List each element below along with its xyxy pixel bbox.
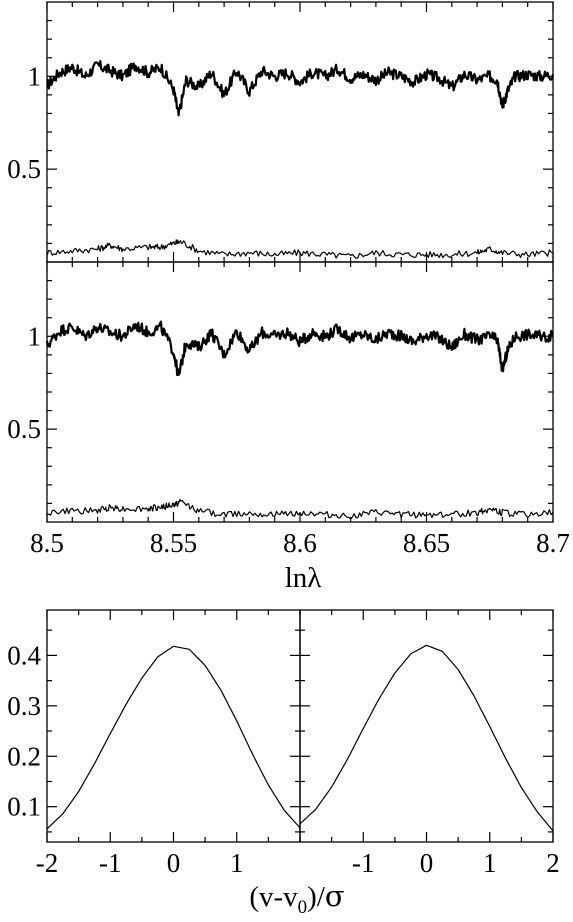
bottom-left-y-tick-label: 0.3 — [7, 691, 41, 721]
middle-spectrum-x-tick-label: 8.5 — [30, 528, 64, 558]
bottom-right-frame — [299, 609, 554, 843]
middle-spectrum-tick-labels: 8.5 8.55 8.6 8.65 8.7 0.5 1 — [7, 321, 570, 558]
middle-spectrum-x-tick-label: 8.6 — [283, 528, 317, 558]
bottom-left-panel: -2 -1 0 1 0.1 0.2 0.3 0.4 — [7, 609, 301, 878]
top-spectrum-series — [46, 60, 555, 259]
middle-spectrum-series — [45, 320, 554, 520]
bottom-right-tick-labels: -1 0 1 2 — [352, 848, 560, 878]
bottom-left-x-tick-label: 1 — [230, 848, 244, 878]
bottom-right-x-tick-label: 0 — [420, 848, 434, 878]
bottom-left-series — [46, 645, 301, 830]
middle-spectrum-y-tick-label: 1 — [28, 321, 42, 351]
bottom-x-axis-title: (v-v0)/σ — [249, 879, 344, 918]
bottom-right-x-tick-label: -1 — [352, 848, 375, 878]
middle-spectrum-x-tick-label: 8.55 — [150, 528, 197, 558]
bottom-right-series — [299, 644, 554, 832]
top-spectrum-y-tick-label: 0.5 — [7, 154, 41, 184]
middle-spectrum-x-tick-label: 8.65 — [403, 528, 450, 558]
top-spectrum-series-residual — [46, 239, 554, 259]
middle-spectrum-series-residual — [46, 498, 554, 520]
bottom-left-series-line — [46, 645, 301, 830]
middle-spectrum-series-spectrum — [45, 320, 554, 377]
bottom-left-x-tick-label: -2 — [36, 848, 59, 878]
bottom-left-y-tick-label: 0.2 — [7, 741, 41, 771]
bottom-left-tick-labels: -2 -1 0 1 0.1 0.2 0.3 0.4 — [7, 640, 243, 878]
bottom-right-panel: -1 0 1 2 — [299, 609, 560, 878]
middle-spectrum-ticks — [46, 262, 554, 522]
bottom-right-x-tick-label: 1 — [483, 848, 497, 878]
bottom-right-x-tick-label: 2 — [546, 848, 560, 878]
bottom-left-y-tick-label: 0.4 — [7, 640, 41, 670]
top-spectrum-y-tick-label: 1 — [28, 61, 42, 91]
middle-spectrum-x-tick-label: 8.7 — [536, 528, 570, 558]
middle-spectrum-y-tick-label: 0.5 — [7, 414, 41, 444]
bottom-left-x-tick-label: 0 — [167, 848, 181, 878]
middle-spectrum-panel: 8.5 8.55 8.6 8.65 8.7 0.5 1 lnλ — [7, 261, 570, 594]
bottom-left-x-tick-label: -1 — [99, 848, 122, 878]
top-spectrum-tick-labels: 0.51 — [7, 61, 41, 184]
middle-spectrum-frame — [46, 261, 554, 523]
middle-spectrum-x-axis-title: lnλ — [285, 562, 322, 594]
top-spectrum-series-spectrum — [46, 60, 555, 117]
bottom-right-series-line — [299, 644, 554, 832]
bottom-left-y-tick-label: 0.1 — [7, 792, 41, 822]
top-spectrum-panel: 0.51 — [7, 1, 555, 263]
